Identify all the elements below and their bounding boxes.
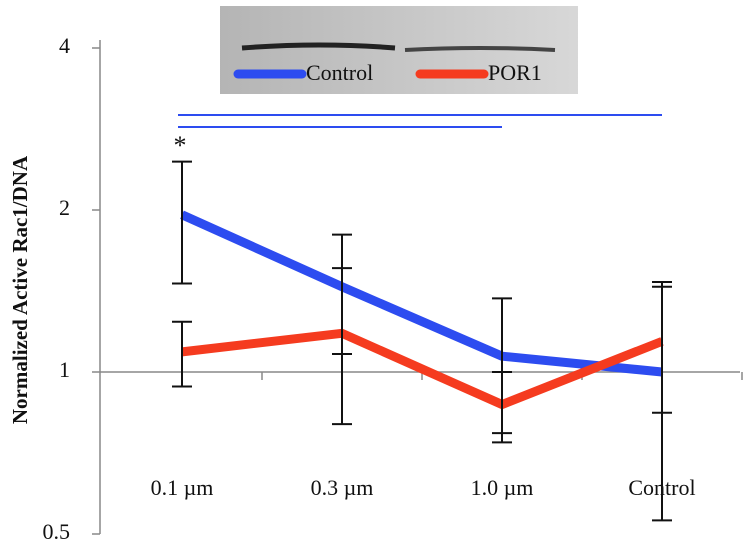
legend-label: Control [306,60,373,85]
legend-label: POR1 [488,60,542,85]
y-tick-label: 4 [59,33,70,58]
error-bar [172,320,192,388]
significance-star: * [174,131,187,160]
error-bar [172,160,192,285]
error-bar [332,267,352,426]
blot-band [241,42,396,51]
y-tick-label: 2 [59,195,70,220]
x-tick-label: 0.3 µm [311,475,374,500]
x-tick-label: 0.1 µm [151,475,214,500]
y-tick-label: 1 [59,357,70,382]
x-tick-label: 1.0 µm [471,475,534,500]
series-line [181,328,664,410]
y-axis-label: Normalized Active Rac1/DNA [8,155,32,424]
error-bar [492,371,512,444]
y-tick-label: 0.5 [43,519,71,544]
blot-band [404,46,556,52]
series-line [180,210,663,377]
error-bar [652,285,672,414]
